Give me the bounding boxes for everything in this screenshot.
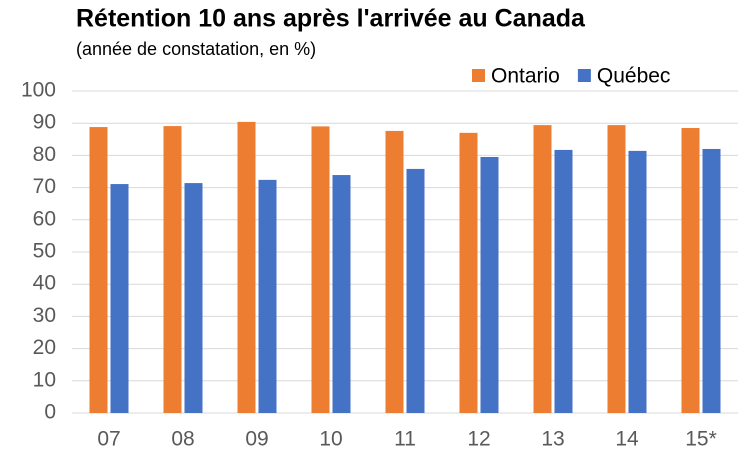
bar [332,175,351,413]
legend-label: Ontario [491,65,560,88]
bar [554,149,573,413]
x-tick-label: 12 [467,428,490,451]
legend-swatch [472,69,485,82]
x-tick-label: 13 [541,428,564,451]
bar [533,125,552,413]
y-tick-label: 90 [33,111,56,134]
x-tick-label: 11 [394,428,416,451]
y-tick-label: 30 [33,304,56,327]
y-tick-label: 60 [33,207,56,230]
bar [681,128,700,413]
y-tick-label: 80 [33,143,56,166]
bar [607,125,626,413]
y-tick-label: 0 [44,401,56,424]
bar [702,148,721,413]
bar [406,168,425,413]
x-tick-label: 15* [685,428,717,451]
x-tick-label: 07 [97,428,120,451]
y-tick-label: 20 [33,336,56,359]
bar [89,127,108,414]
y-tick-label: 40 [33,272,56,295]
bar [480,157,499,413]
y-tick-label: 10 [33,368,56,391]
bar [459,132,478,414]
x-tick-label: 14 [615,428,639,451]
y-tick-label: 70 [33,175,56,198]
x-tick-label: 09 [245,428,268,451]
y-tick-label: 100 [21,79,56,102]
y-tick-label: 50 [33,240,56,263]
bar [385,130,404,414]
chart-title: Rétention 10 ans après l'arrivée au Cana… [76,5,586,33]
bar [163,126,182,414]
x-tick-label: 08 [171,428,194,451]
bar [237,121,256,414]
bar [311,126,330,414]
legend-label: Québec [597,65,671,88]
bar [258,179,277,413]
bar [628,150,647,413]
chart-subtitle: (année de constatation, en %) [76,39,316,59]
x-tick-label: 10 [319,428,342,451]
bar [110,184,129,413]
legend-swatch [577,69,591,82]
bar [184,183,203,413]
